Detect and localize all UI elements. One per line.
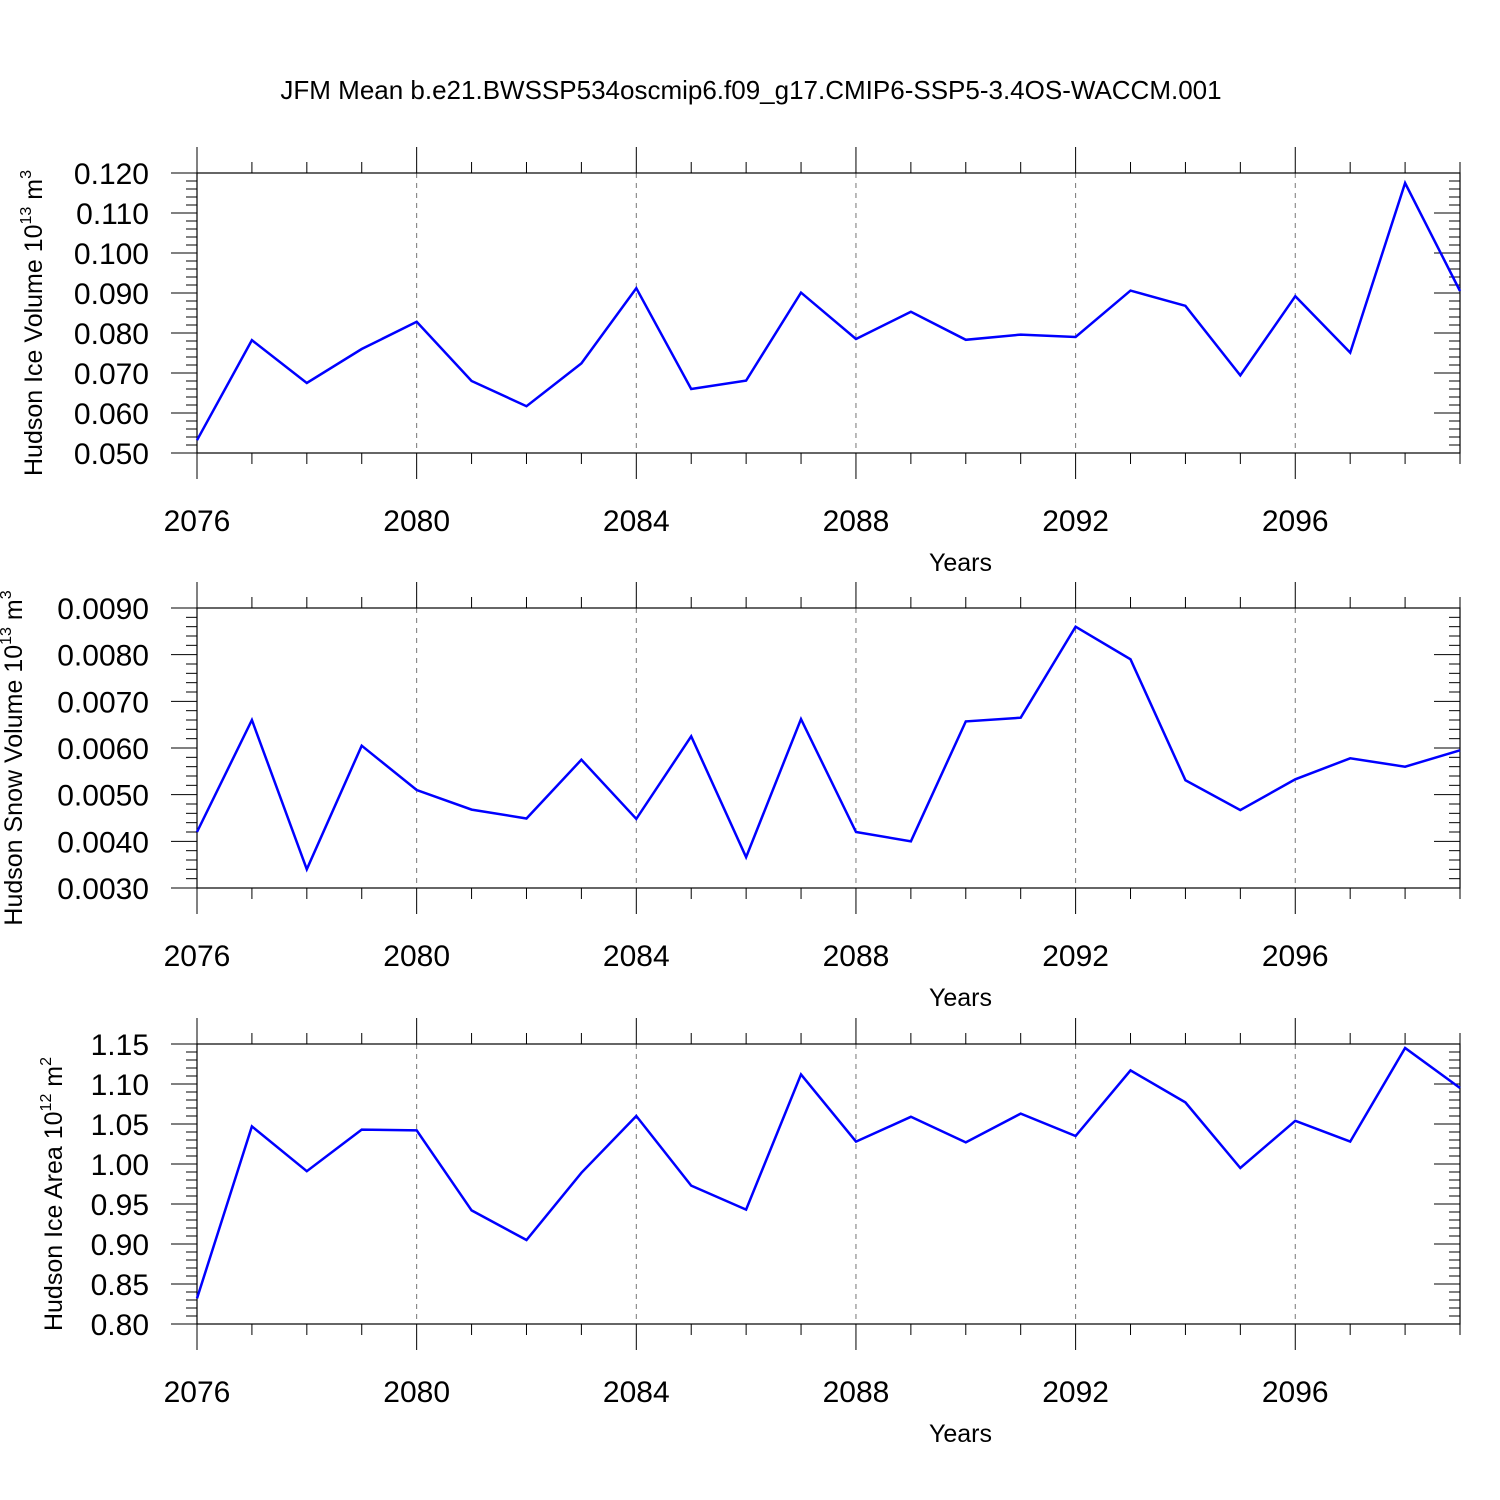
x-tick-label: 2084	[603, 505, 670, 538]
series-line-ice-volume	[195, 179, 1462, 441]
panel-snow-volume: 2076 2080 2084 2088 2092 2096 0.0030 0.0040 0.00…	[0, 582, 1461, 1012]
y-axis-label: Hudson Snow Volume 1013 m3	[0, 590, 28, 925]
x-tick-label: 2092	[1042, 940, 1109, 973]
y-axis-label: Hudson Ice Area 1012 m2	[38, 1057, 68, 1331]
y-tick-label: 1.10	[91, 1069, 149, 1102]
y-tick-label: 0.090	[74, 278, 149, 311]
x-tick-label: 2096	[1262, 505, 1329, 538]
y-tick-label: 0.0080	[57, 640, 149, 673]
series-line-ice-area	[195, 1046, 1461, 1299]
y-tick-label: 0.080	[74, 318, 149, 351]
x-tick-label: 2084	[603, 1376, 670, 1409]
x-tick-label: 2076	[164, 505, 231, 538]
x-tick-label: 2088	[823, 940, 890, 973]
y-tick-label: 0.120	[74, 158, 149, 191]
y-tick-label: 0.80	[91, 1309, 149, 1342]
x-axis-label: Years	[929, 984, 992, 1012]
y-tick-label: 0.0060	[57, 733, 149, 766]
x-tick-label: 2076	[164, 940, 231, 973]
y-tick-label: 0.0030	[57, 873, 149, 906]
y-tick-label: 0.0040	[57, 826, 149, 859]
x-tick-label: 2084	[603, 940, 670, 973]
x-axis-label: Years	[929, 1420, 992, 1448]
panel-ice-volume: 2076 2080 2084 2088 2092 2096 0.050 0.060 0.070 0…	[18, 147, 1462, 577]
x-tick-label: 2088	[823, 1376, 890, 1409]
x-tick-label: 2080	[383, 940, 450, 973]
y-tick-label: 0.0090	[57, 593, 149, 626]
x-tick-label: 2076	[164, 1376, 231, 1409]
y-axis-label: Hudson Ice Volume 1013 m3	[18, 170, 48, 476]
panels: 2076 2080 2084 2088 2092 2096 0.050 0.060 0.070 0…	[0, 147, 1462, 1448]
y-tick-label: 0.050	[74, 438, 149, 471]
x-tick-label: 2096	[1262, 1376, 1329, 1409]
plot-frame-snow-volume	[196, 607, 1461, 889]
y-tick-label: 0.060	[74, 398, 149, 431]
x-tick-label: 2092	[1042, 1376, 1109, 1409]
series-line-snow-volume	[195, 624, 1461, 873]
x-tick-label: 2088	[823, 505, 890, 538]
y-tick-label: 1.05	[91, 1109, 149, 1142]
plot-frame-ice-area	[196, 1043, 1461, 1325]
figure-title: JFM Mean b.e21.BWSSP534oscmip6.f09_g17.C…	[280, 75, 1221, 105]
y-tick-label: 0.100	[74, 238, 149, 271]
y-tick-label: 0.90	[91, 1229, 149, 1262]
y-tick-label: 0.0070	[57, 686, 149, 719]
x-tick-label: 2080	[383, 1376, 450, 1409]
x-tick-label: 2080	[383, 505, 450, 538]
y-tick-label: 0.85	[91, 1269, 149, 1302]
y-tick-label: 0.95	[91, 1189, 149, 1222]
panel-ice-area: 2076 2080 2084 2088 2092 2096 0.80 0.85 0.90 0.95…	[38, 1018, 1461, 1448]
y-tick-label: 0.110	[76, 198, 149, 231]
y-tick-label: 1.00	[91, 1149, 149, 1182]
y-tick-label: 0.0050	[57, 780, 149, 813]
x-axis-label: Years	[929, 549, 992, 577]
x-tick-label: 2096	[1262, 940, 1329, 973]
y-tick-label: 0.070	[74, 358, 149, 391]
x-tick-label: 2092	[1042, 505, 1109, 538]
plot-frame-ice-volume	[196, 172, 1461, 454]
y-tick-label: 1.15	[91, 1029, 149, 1062]
